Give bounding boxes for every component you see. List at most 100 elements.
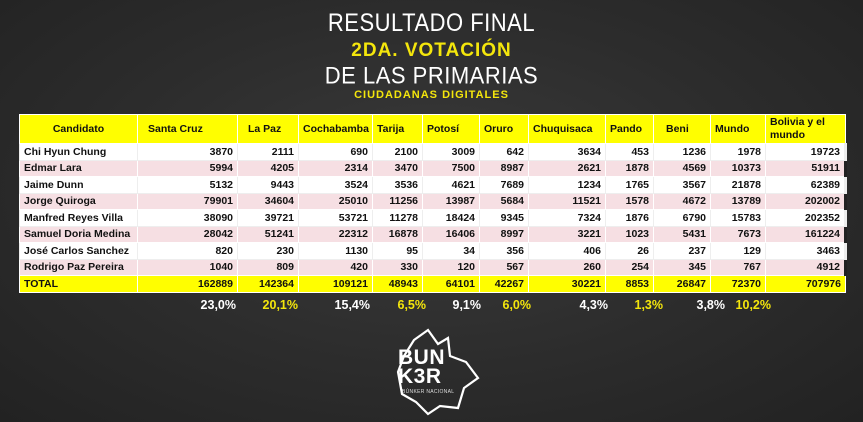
total-cell: 42267 xyxy=(479,275,529,293)
vote-count-cell: 9345 xyxy=(479,209,529,227)
candidate-name: José Carlos Sanchez xyxy=(19,242,138,260)
column-header: Oruro xyxy=(479,114,529,144)
percentage-value: 20,1% xyxy=(262,298,298,312)
percentage-value: 6,0% xyxy=(502,298,532,312)
vote-count-cell: 25010 xyxy=(298,192,373,210)
vote-count-cell: 1765 xyxy=(605,176,654,194)
percentage-value: 6,5% xyxy=(397,298,427,312)
vote-count-cell: 345 xyxy=(653,258,711,276)
vote-count-cell: 254 xyxy=(605,258,654,276)
vote-count-cell: 1876 xyxy=(605,209,654,227)
vote-count-cell: 230 xyxy=(237,242,299,260)
total-cell: 109121 xyxy=(298,275,373,293)
candidate-name: Rodrigo Paz Pereira xyxy=(19,258,138,276)
vote-count-cell: 406 xyxy=(528,242,606,260)
vote-count-cell: 690 xyxy=(298,143,373,161)
total-cell: 26847 xyxy=(653,275,711,293)
column-header: La Paz xyxy=(237,114,299,144)
vote-count-cell: 6790 xyxy=(653,209,711,227)
vote-count-cell: 2111 xyxy=(237,143,299,161)
percentage-value: 3,8% xyxy=(696,298,726,312)
title-line-4: CIUDADANAS DIGITALES xyxy=(354,89,509,101)
table-header-row: Candidato Santa Cruz La Paz Cochabamba T… xyxy=(19,114,846,144)
vote-count-cell: 95 xyxy=(372,242,423,260)
total-cell: 8853 xyxy=(605,275,654,293)
vote-count-cell: 1578 xyxy=(605,192,654,210)
vote-count-cell: 567 xyxy=(479,258,529,276)
vote-count-cell: 8997 xyxy=(479,225,529,243)
total-cell: 707976 xyxy=(765,275,846,293)
vote-count-cell: 3221 xyxy=(528,225,606,243)
vote-count-cell: 767 xyxy=(710,258,766,276)
vote-count-cell: 260 xyxy=(528,258,606,276)
percentage-value: 1,3% xyxy=(634,298,664,312)
column-header: Mundo xyxy=(710,114,766,144)
candidate-name: Jorge Quiroga xyxy=(19,192,138,210)
vote-count-cell: 18424 xyxy=(422,209,480,227)
vote-count-cell: 7673 xyxy=(710,225,766,243)
results-table: Candidato Santa Cruz La Paz Cochabamba T… xyxy=(19,114,847,293)
table-row: Chi Hyun Chung 3870 2111 690 2100 3009 642 3634… xyxy=(19,143,847,161)
vote-count-cell: 453 xyxy=(605,143,654,161)
total-cell: 30221 xyxy=(528,275,606,293)
vote-count-cell: 3470 xyxy=(372,159,423,177)
vote-count-cell: 161224 xyxy=(765,225,847,243)
bunk3r-logo xyxy=(396,328,480,416)
vote-count-cell: 202002 xyxy=(765,192,847,210)
vote-count-cell: 330 xyxy=(372,258,423,276)
vote-count-cell: 2100 xyxy=(372,143,423,161)
vote-count-cell: 4672 xyxy=(653,192,711,210)
column-header: Candidato xyxy=(19,114,138,144)
vote-count-cell: 8987 xyxy=(479,159,529,177)
column-header: Cochabamba xyxy=(298,114,373,144)
vote-count-cell: 19723 xyxy=(765,143,847,161)
vote-count-cell: 120 xyxy=(422,258,480,276)
vote-count-cell: 356 xyxy=(479,242,529,260)
percentage-value: 23,0% xyxy=(200,298,236,312)
vote-count-cell: 820 xyxy=(137,242,238,260)
table-row: Jorge Quiroga 79901 34604 25010 11256 13987 56… xyxy=(19,192,847,210)
vote-count-cell: 5431 xyxy=(653,225,711,243)
vote-count-cell: 53721 xyxy=(298,209,373,227)
table-row: Manfred Reyes Villa 38090 39721 53721 11278 1… xyxy=(19,209,847,227)
vote-count-cell: 1023 xyxy=(605,225,654,243)
vote-count-cell: 1234 xyxy=(528,176,606,194)
vote-count-cell: 1978 xyxy=(710,143,766,161)
vote-count-cell: 129 xyxy=(710,242,766,260)
vote-count-cell: 26 xyxy=(605,242,654,260)
column-header: Chuquisaca xyxy=(528,114,606,144)
vote-count-cell: 4205 xyxy=(237,159,299,177)
table-row: Rodrigo Paz Pereira 1040 809 420 330 120 567 26… xyxy=(19,258,847,276)
vote-count-cell: 11278 xyxy=(372,209,423,227)
vote-count-cell: 51911 xyxy=(765,159,847,177)
vote-count-cell: 13987 xyxy=(422,192,480,210)
vote-count-cell: 5684 xyxy=(479,192,529,210)
table-row: Jaime Dunn 5132 9443 3524 3536 4621 7689 1234 17… xyxy=(19,176,847,194)
logo-line-1: BUN xyxy=(398,346,445,369)
column-header: Beni xyxy=(653,114,711,144)
percentage-value: 4,3% xyxy=(579,298,609,312)
candidate-name: Edmar Lara xyxy=(19,159,138,177)
vote-count-cell: 16406 xyxy=(422,225,480,243)
vote-count-cell: 7689 xyxy=(479,176,529,194)
candidate-name: Samuel Doria Medina xyxy=(19,225,138,243)
vote-count-cell: 10373 xyxy=(710,159,766,177)
vote-count-cell: 51241 xyxy=(237,225,299,243)
total-cell: 64101 xyxy=(422,275,480,293)
vote-count-cell: 4912 xyxy=(765,258,847,276)
vote-count-cell: 21878 xyxy=(710,176,766,194)
logo-wordmark: BUN K3R xyxy=(398,346,445,387)
vote-count-cell: 7500 xyxy=(422,159,480,177)
column-header: Potosí xyxy=(422,114,480,144)
vote-count-cell: 1130 xyxy=(298,242,373,260)
vote-count-cell: 15783 xyxy=(710,209,766,227)
vote-count-cell: 809 xyxy=(237,258,299,276)
title-line-1: RESULTADO FINAL xyxy=(327,8,536,37)
vote-count-cell: 237 xyxy=(653,242,711,260)
total-cell: 48943 xyxy=(372,275,423,293)
vote-count-cell: 1040 xyxy=(137,258,238,276)
vote-count-cell: 1878 xyxy=(605,159,654,177)
vote-count-cell: 3463 xyxy=(765,242,847,260)
vote-count-cell: 5132 xyxy=(137,176,238,194)
vote-count-cell: 7324 xyxy=(528,209,606,227)
